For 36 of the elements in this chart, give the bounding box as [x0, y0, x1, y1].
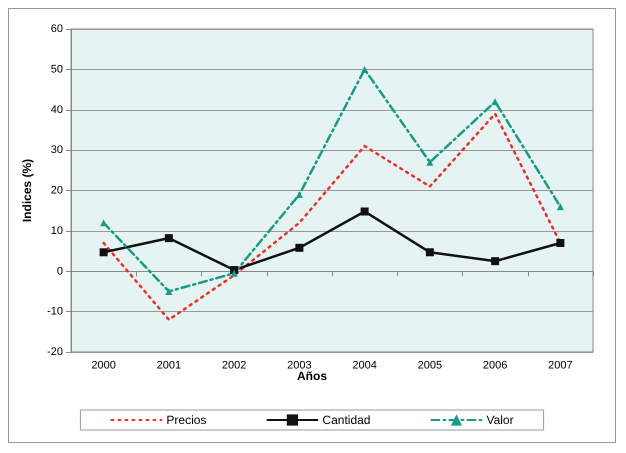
point	[100, 248, 108, 256]
x-tick-label: 2007	[548, 360, 573, 372]
legend-label: Precios	[166, 413, 206, 427]
x-tick-label: 2006	[482, 360, 508, 372]
point	[556, 203, 564, 210]
point	[492, 98, 499, 106]
point	[230, 270, 238, 277]
x-axis-title: Años	[297, 369, 328, 383]
y-axis-title: Indices (%)	[20, 158, 34, 222]
x-tick-label: 2003	[287, 360, 312, 372]
point	[360, 207, 369, 216]
y-tick-label: 50	[50, 63, 63, 76]
legend-label: Valor	[486, 413, 514, 427]
y-tick-label: 60	[50, 23, 63, 35]
x-tick-label: 2000	[91, 360, 116, 372]
x-tick-label: 2004	[352, 360, 377, 372]
point	[426, 158, 434, 166]
y-tick-label: 10	[50, 224, 63, 237]
point	[295, 244, 304, 252]
point	[164, 234, 173, 242]
y-tick-label: 40	[50, 104, 63, 116]
point	[426, 248, 434, 256]
x-tick-label: 2005	[418, 360, 442, 372]
y-tick-label: 0	[56, 265, 63, 278]
point	[165, 288, 172, 295]
point	[556, 238, 564, 247]
point	[296, 191, 303, 198]
y-tick-label: 20	[50, 184, 63, 196]
y-tick-label: -20	[47, 346, 63, 358]
point	[491, 257, 500, 266]
point	[361, 66, 368, 73]
y-tick-label: 30	[50, 144, 63, 156]
x-tick-label: 2001	[156, 360, 182, 372]
x-tick-label: 2002	[222, 360, 246, 372]
legend-label: Cantidad	[322, 413, 370, 427]
y-tick-label: -10	[47, 306, 63, 318]
